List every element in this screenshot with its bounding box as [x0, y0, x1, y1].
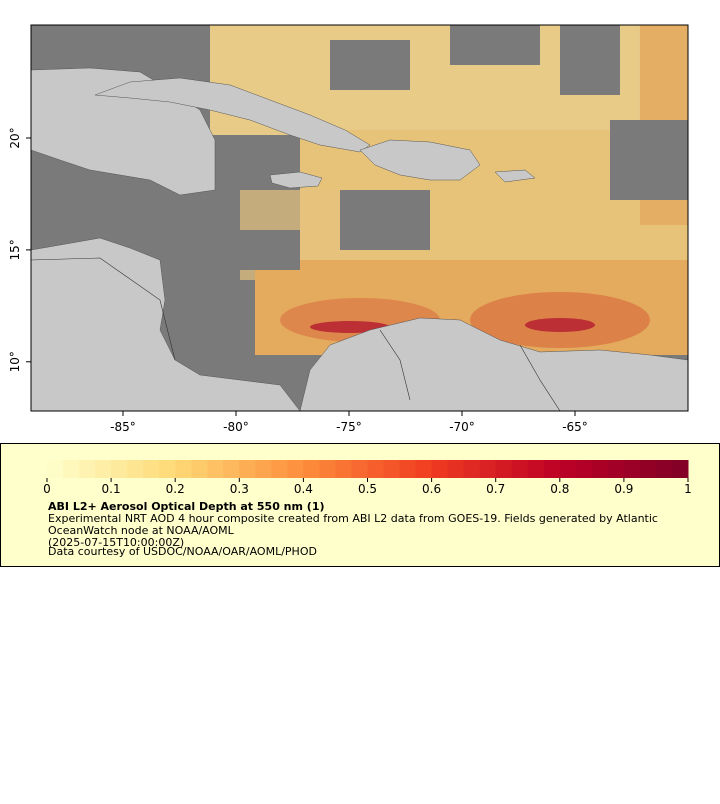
colorbar-step — [383, 460, 401, 478]
colorbar-step — [335, 460, 352, 478]
colorbar-step — [319, 460, 336, 478]
colorbar-step — [543, 460, 561, 478]
colorbar-step — [431, 460, 449, 478]
colorbar-step — [447, 460, 465, 478]
colorbar-step — [79, 460, 96, 478]
colorbar-step — [239, 460, 256, 478]
colorbar-step — [415, 460, 433, 478]
colorbar-step — [607, 460, 625, 478]
colorbar-step — [191, 460, 208, 478]
legend-title: ABI L2+ Aerosol Optical Depth at 550 nm … — [48, 500, 325, 513]
map-frame — [30, 24, 689, 412]
colorbar-step — [479, 460, 497, 478]
colorbar-step — [351, 460, 368, 478]
colorbar-step — [159, 460, 176, 478]
colorbar-step — [495, 460, 513, 478]
legend-line: Experimental NRT AOD 4 hour composite cr… — [48, 512, 658, 525]
colorbar-tick-label: 0.4 — [294, 482, 313, 496]
colorbar-step — [47, 460, 64, 478]
colorbar-tick-label: 0 — [43, 482, 51, 496]
colorbar-step — [463, 460, 481, 478]
colorbar-tick-label: 0.1 — [102, 482, 121, 496]
colorbar-step — [527, 460, 545, 478]
colorbar-step — [127, 460, 144, 478]
colorbar-step — [207, 460, 224, 478]
y-tick-label: 20° — [8, 127, 22, 148]
colorbar-step — [575, 460, 593, 478]
colorbar-step — [559, 460, 577, 478]
colorbar-step — [255, 460, 272, 478]
colorbar-step — [287, 460, 304, 478]
legend-line: Data courtesy of USDOC/NOAA/OAR/AOML/PHO… — [48, 545, 317, 558]
colorbar-step — [511, 460, 529, 478]
colorbar-tick-label: 0.6 — [422, 482, 441, 496]
y-tick-label: 15° — [8, 239, 22, 260]
axis-ticks: -85° -80° -75° -70° -65° 10° 15° 20° — [8, 127, 588, 434]
colorbar-tick-label: 0.9 — [614, 482, 633, 496]
borders — [31, 257, 561, 411]
colorbar-step — [399, 460, 417, 478]
colorbar-step — [671, 460, 689, 478]
legend-line: OceanWatch node at NOAA/AOML — [48, 524, 235, 537]
colorbar-step — [63, 460, 80, 478]
colorbar-step — [95, 460, 112, 478]
colorbar-step — [367, 460, 385, 478]
colorbar-tick-label: 0.7 — [486, 482, 505, 496]
land — [31, 67, 688, 411]
colorbar-step — [143, 460, 160, 478]
colorbar-tick-label: 0.3 — [230, 482, 249, 496]
colorbar-step — [175, 460, 192, 478]
colorbar-step — [303, 460, 320, 478]
colorbar-step — [623, 460, 641, 478]
colorbar-step — [271, 460, 288, 478]
x-tick-label: -65° — [562, 420, 588, 434]
legend-line: (2025-07-15T10:00:00Z) — [48, 536, 184, 549]
x-tick-label: -80° — [223, 420, 249, 434]
x-tick-label: -70° — [449, 420, 475, 434]
y-tick-label: 10° — [8, 351, 22, 372]
colorbar-tick-label: 0.8 — [550, 482, 569, 496]
colorbar-step — [591, 460, 609, 478]
colorbar-step — [655, 460, 673, 478]
colorbar-tick-label: 1 — [684, 482, 692, 496]
colorbar: 0 0.1 0.2 0.3 0.4 0.5 0.6 0.7 0.8 0.9 1 — [43, 460, 692, 496]
colorbar-tick-label: 0.2 — [166, 482, 185, 496]
colorbar-tick-label: 0.5 — [358, 482, 377, 496]
x-tick-label: -85° — [110, 420, 136, 434]
colorbar-step — [111, 460, 128, 478]
map-area — [31, 25, 688, 411]
cloud-gaps — [230, 25, 688, 270]
x-tick-label: -75° — [336, 420, 362, 434]
colorbar-step — [639, 460, 657, 478]
colorbar-step — [223, 460, 240, 478]
